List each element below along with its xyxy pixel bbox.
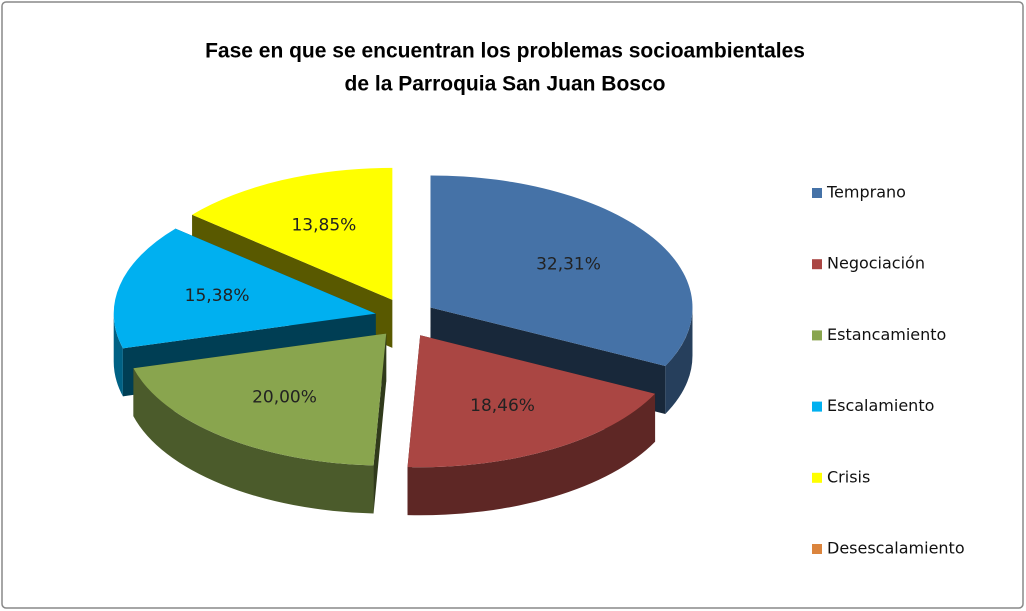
legend-label: Desescalamiento bbox=[827, 539, 965, 558]
chart-title: Fase en que se encuentran los problemas … bbox=[205, 40, 805, 63]
data-label: 15,38% bbox=[185, 286, 250, 306]
pie-slice bbox=[113, 228, 376, 349]
legend-swatch bbox=[812, 259, 822, 270]
data-label: 32,31% bbox=[536, 254, 601, 274]
chart-title: de la Parroquia San Juan Bosco bbox=[345, 73, 666, 96]
data-label: 13,85% bbox=[291, 216, 356, 236]
data-label: 20,00% bbox=[252, 387, 317, 407]
legend-label: Negociación bbox=[827, 254, 925, 273]
slice-side bbox=[407, 393, 656, 516]
legend-label: Escalamiento bbox=[827, 396, 934, 415]
slice-side bbox=[133, 368, 374, 514]
legend-swatch bbox=[812, 188, 822, 198]
legend-swatch bbox=[812, 544, 822, 554]
pie-slice bbox=[407, 335, 656, 468]
slice-side bbox=[113, 313, 123, 397]
legend-swatch bbox=[812, 330, 822, 341]
legend-label: Crisis bbox=[827, 467, 870, 486]
pie-slice bbox=[192, 167, 393, 300]
legend-label: Temprano bbox=[826, 183, 906, 202]
pie-slice bbox=[133, 333, 387, 466]
data-label: 18,46% bbox=[470, 396, 535, 416]
legend-label: Estancamiento bbox=[827, 325, 946, 344]
legend-swatch bbox=[812, 401, 822, 412]
legend-swatch bbox=[812, 472, 822, 483]
slice-side bbox=[665, 307, 693, 414]
pie-slice bbox=[430, 175, 693, 366]
